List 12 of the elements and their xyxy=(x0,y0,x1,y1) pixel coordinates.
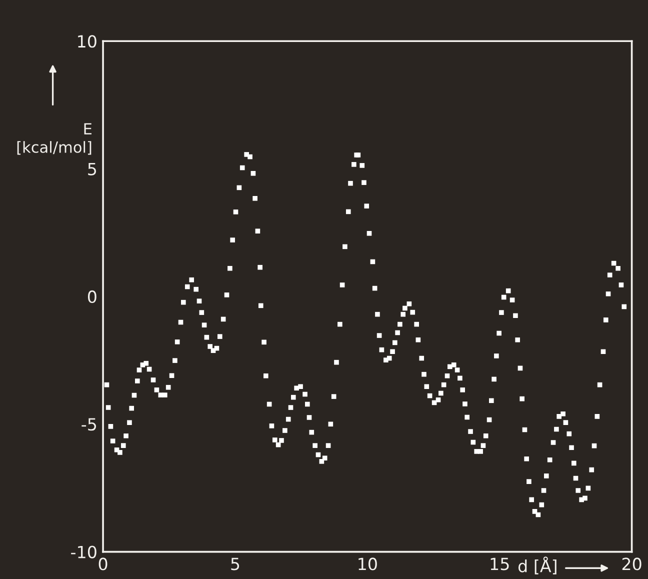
y-tick-label: 0 xyxy=(88,290,96,304)
x-tick-label: 0 xyxy=(98,558,108,570)
x-tick-label: 10 xyxy=(358,558,377,570)
y-tick-label: -10 xyxy=(71,546,96,558)
x-tick-label: 20 xyxy=(622,558,642,570)
y-tick-label: -5 xyxy=(82,418,96,431)
x-axis-title: d [Å] xyxy=(518,556,556,574)
x-tick-label: 5 xyxy=(231,558,240,570)
y-tick-label: 5 xyxy=(88,162,96,176)
y-axis-title: E [kcal/mol] xyxy=(17,123,92,155)
y-tick-label: 10 xyxy=(78,35,96,48)
x-tick-label: 15 xyxy=(490,558,509,570)
